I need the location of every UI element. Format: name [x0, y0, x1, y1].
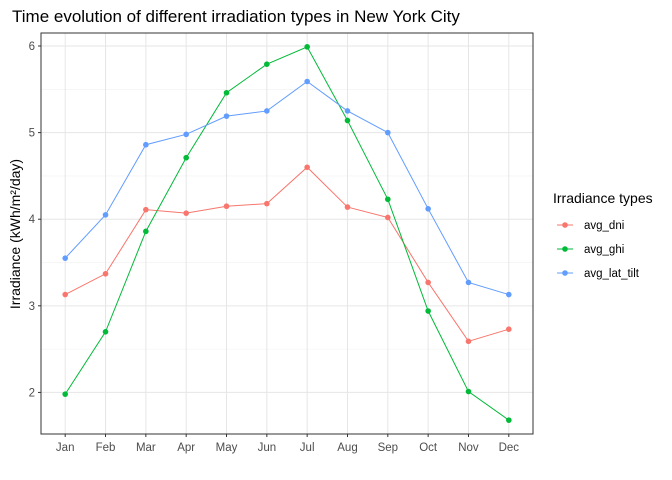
y-tick-label: 5	[29, 128, 35, 140]
data-point-avg_lat_tilt	[264, 108, 270, 114]
data-point-avg_ghi	[344, 117, 351, 124]
data-point-avg_ghi	[102, 329, 109, 335]
data-point-avg_lat_tilt	[223, 113, 230, 119]
data-point-avg_lat_tilt	[102, 212, 109, 218]
data-point-avg_lat_tilt	[506, 291, 512, 298]
plot-border	[40, 32, 534, 435]
series-line-avg_ghi	[64, 46, 510, 421]
data-point-avg_dni	[183, 210, 189, 216]
data-point-avg_dni	[102, 270, 109, 277]
data-point-avg_lat_tilt	[465, 279, 472, 286]
data-point-avg_lat_tilt	[425, 206, 431, 212]
data-point-avg_ghi	[425, 308, 431, 314]
series-line-avg_dni	[64, 166, 509, 342]
data-point-avg_lat_tilt	[344, 108, 351, 114]
legend-key-point-avg_dni	[562, 222, 568, 228]
data-point-avg_ghi	[183, 154, 189, 161]
x-tick-label: Jan	[56, 442, 75, 454]
legend-label-avg_ghi: avg_ghi	[584, 244, 624, 256]
legend: Irradiance types avg_dni avg_ghi avg_lat_t…	[553, 190, 653, 280]
x-tick-label: Mar	[136, 442, 156, 454]
series-line-avg_lat_tilt	[64, 80, 509, 296]
x-tick-label: Nov	[458, 442, 479, 454]
legend-title: Irradiance types	[553, 190, 653, 206]
data-point-avg_ghi	[264, 61, 270, 67]
y-tick-label: 3	[29, 301, 35, 313]
y-tick-label: 6	[29, 41, 35, 53]
data-point-avg_ghi	[223, 89, 230, 96]
legend-key-point-avg_ghi	[562, 246, 568, 252]
x-tick-label: May	[216, 442, 238, 454]
data-point-avg_dni	[465, 338, 472, 345]
data-point-avg_ghi	[304, 44, 310, 50]
data-point-avg_lat_tilt	[304, 78, 310, 85]
x-tick-label: Dec	[499, 442, 520, 454]
data-point-avg_ghi	[385, 196, 391, 203]
data-point-avg_dni	[223, 203, 230, 210]
x-tick-label: Jun	[258, 442, 277, 454]
data-point-avg_ghi	[143, 228, 149, 235]
x-tick-label: Jul	[300, 442, 315, 454]
data-point-avg_dni	[264, 200, 270, 207]
chart-title: Time evolution of different irradiation …	[12, 7, 460, 26]
plot-area: 2 3 4 5 6 Jan Feb Mar Apr May Jun Jul Aug Sep Oct Nov De…	[29, 32, 534, 454]
data-point-avg_dni	[304, 164, 310, 171]
legend-label-avg_dni: avg_dni	[584, 220, 624, 232]
data-point-avg_lat_tilt	[62, 255, 68, 261]
x-tick-label: Feb	[96, 442, 116, 454]
plot-panel	[41, 33, 533, 434]
data-point-avg_dni	[506, 326, 512, 333]
y-tick-label: 4	[29, 214, 36, 226]
x-tick-label: Apr	[177, 442, 195, 454]
data-point-avg_dni	[143, 206, 149, 213]
data-point-avg_lat_tilt	[183, 131, 189, 138]
x-tick-label: Oct	[419, 442, 438, 454]
data-point-avg_ghi	[506, 417, 512, 423]
x-tick-label: Aug	[337, 442, 357, 454]
y-axis-title: Irradiance (kWh/m²/day)	[7, 159, 23, 309]
legend-label-avg_lat_tilt: avg_lat_tilt	[584, 268, 640, 280]
data-point-avg_dni	[344, 204, 351, 210]
legend-key-point-avg_lat_tilt	[562, 270, 568, 276]
data-point-avg_dni	[62, 291, 68, 298]
data-point-avg_ghi	[62, 391, 68, 397]
y-tick-label: 2	[29, 387, 35, 399]
x-tick-label: Sep	[378, 442, 398, 454]
data-point-avg_dni	[425, 279, 431, 286]
data-point-avg_ghi	[465, 388, 472, 395]
data-point-avg_lat_tilt	[143, 141, 149, 148]
data-point-avg_dni	[385, 214, 391, 221]
data-point-avg_lat_tilt	[385, 129, 391, 136]
